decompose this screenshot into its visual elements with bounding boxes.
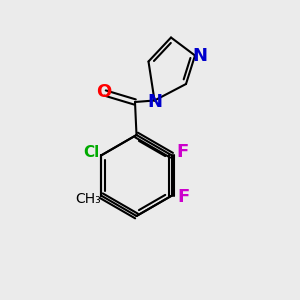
Text: CH₃: CH₃ [75, 192, 101, 206]
Text: F: F [177, 188, 190, 206]
Text: O: O [96, 82, 111, 100]
Text: N: N [192, 46, 207, 64]
Text: N: N [147, 93, 162, 111]
Text: Cl: Cl [83, 145, 99, 160]
Text: F: F [176, 143, 188, 161]
